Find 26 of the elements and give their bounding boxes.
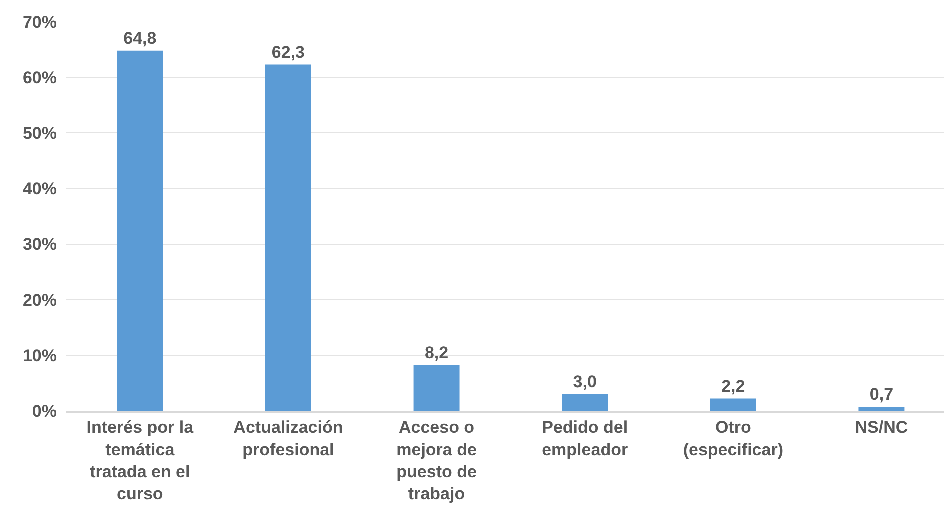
x-tick-label: Pedido del empleador: [542, 418, 628, 460]
y-tick-label: 50%: [22, 124, 57, 144]
y-tick-label: 60%: [22, 68, 57, 88]
bar: [710, 398, 756, 411]
y-tick-label: 10%: [22, 346, 57, 366]
y-tick-label: 30%: [22, 235, 57, 254]
data-label: 8,2: [424, 343, 449, 362]
x-tick-label: Otro (especificar): [683, 418, 784, 460]
x-tick-label: Acceso o mejora de puesto de trabajo: [396, 418, 477, 504]
data-label: 2,2: [722, 376, 746, 396]
bar: [265, 64, 312, 411]
y-tick-label: 70%: [22, 12, 57, 32]
y-tick-label: 40%: [22, 180, 57, 199]
bar: [117, 50, 164, 411]
bar: [562, 394, 608, 411]
data-label: 62,3: [272, 42, 306, 62]
data-label: 0,7: [870, 385, 894, 404]
x-tick-label: Actualización profesional: [234, 418, 344, 460]
data-label: 3,0: [573, 372, 597, 392]
data-label: 64,8: [124, 28, 157, 48]
y-tick-label: 0%: [32, 402, 57, 421]
x-tick-label: Interés por la temática tratada en el curso: [86, 418, 194, 504]
x-tick-label: NS/NC: [855, 418, 908, 438]
y-tick-label: 20%: [22, 290, 57, 310]
bar: [858, 407, 905, 411]
bar: [414, 365, 460, 411]
